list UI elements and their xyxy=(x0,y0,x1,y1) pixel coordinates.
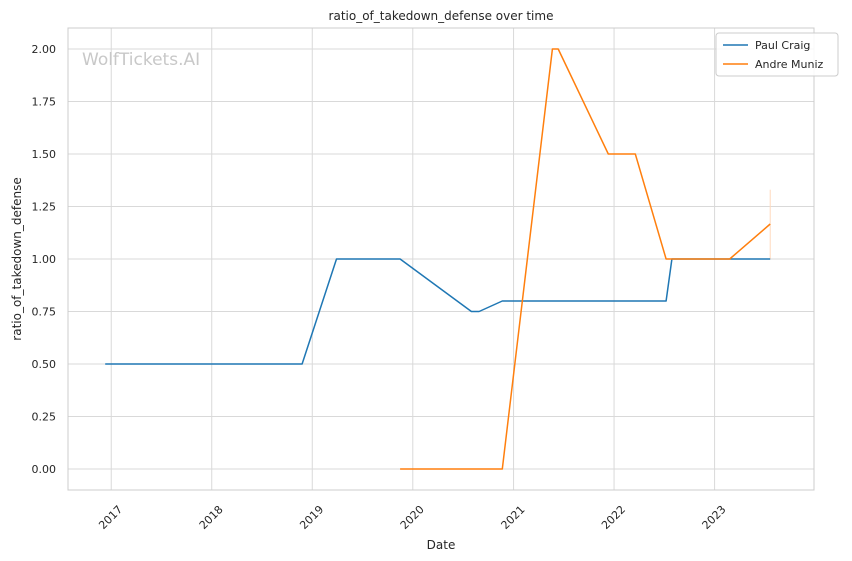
y-tick-label: 1.75 xyxy=(32,96,57,109)
legend-label-paul-craig: Paul Craig xyxy=(755,39,810,52)
y-tick-label: 1.00 xyxy=(32,253,57,266)
x-axis-title: Date xyxy=(427,538,456,552)
grid xyxy=(68,28,814,490)
x-tick-label: 2017 xyxy=(96,503,125,532)
y-tick-label: 0.50 xyxy=(32,358,57,371)
y-tick-labels: 0.00 0.25 0.50 0.75 1.00 1.25 1.50 1.75 2.00 xyxy=(32,43,57,476)
y-tick-label: 1.50 xyxy=(32,148,57,161)
y-tick-label: 0.75 xyxy=(32,306,57,319)
x-tick-label: 2022 xyxy=(599,503,628,532)
chart-title: ratio_of_takedown_defense over time xyxy=(329,9,554,23)
y-axis-title: ratio_of_takedown_defense xyxy=(10,177,24,340)
legend-label-andre-muniz: Andre Muniz xyxy=(755,58,824,71)
series-line-paul-craig xyxy=(105,258,771,365)
x-tick-label: 2020 xyxy=(398,503,427,532)
series-line-andre-muniz xyxy=(400,48,771,470)
watermark: WolfTickets.AI xyxy=(82,50,200,70)
series-lines xyxy=(105,48,771,470)
y-tick-label: 1.25 xyxy=(32,201,57,214)
x-tick-label: 2021 xyxy=(499,503,528,532)
legend: Paul Craig Andre Muniz xyxy=(715,32,839,77)
y-tick-label: 0.25 xyxy=(32,411,57,424)
y-tick-label: 0.00 xyxy=(32,463,57,476)
plot-frame xyxy=(67,27,815,491)
x-tick-label: 2019 xyxy=(297,503,326,532)
y-tick-label: 2.00 xyxy=(32,43,57,56)
legend-box xyxy=(715,32,839,77)
x-tick-label: 2023 xyxy=(700,503,729,532)
x-tick-labels: 2017 2018 2019 2020 2021 2022 2023 xyxy=(96,503,728,532)
x-tick-label: 2018 xyxy=(197,503,226,532)
